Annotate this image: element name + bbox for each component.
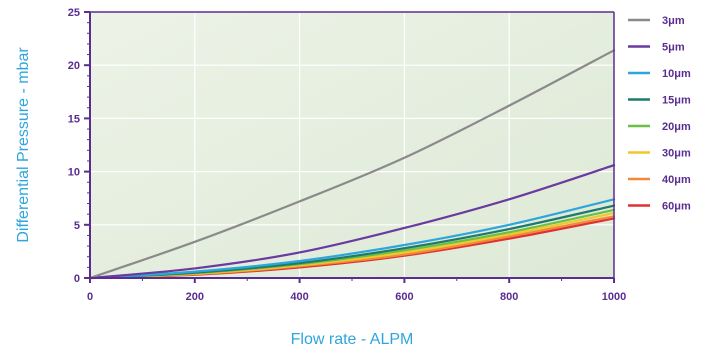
x-tick-label-5: 1000 — [602, 291, 626, 303]
y-tick-label-3: 15 — [68, 113, 80, 125]
legend-label-4: 20μm — [662, 121, 691, 133]
legend-label-3: 15μm — [662, 95, 691, 107]
legend: 3μm 5μm 10μm 15μm 20μm 30μm 40μm 60μm — [628, 15, 691, 213]
legend-label-7: 60μm — [662, 201, 691, 213]
x-tick-label-3: 600 — [395, 291, 413, 303]
grid — [90, 12, 614, 278]
x-tick-label-0: 0 — [87, 291, 93, 303]
legend-label-2: 10μm — [662, 68, 691, 80]
legend-label-0: 3μm — [662, 15, 685, 27]
legend-label-1: 5μm — [662, 42, 685, 54]
axes — [84, 11, 615, 283]
tick-labels: 0 5 10 15 20 25 0 200 400 600 800 1000 — [68, 7, 626, 303]
y-tick-label-1: 5 — [74, 220, 80, 232]
y-tick-label-4: 20 — [68, 60, 80, 72]
series-lines — [88, 49, 616, 280]
legend-label-6: 40μm — [662, 174, 691, 186]
series-line-1 — [88, 164, 616, 280]
x-tick-label-4: 800 — [500, 291, 518, 303]
series-line-0 — [88, 49, 616, 280]
x-tick-label-1: 200 — [186, 291, 204, 303]
y-tick-label-0: 0 — [74, 273, 80, 285]
y-tick-label-2: 10 — [68, 167, 80, 179]
y-tick-label-5: 25 — [68, 7, 80, 19]
x-axis-title: Flow rate - ALPM — [291, 331, 414, 348]
plot-area — [90, 12, 614, 278]
series-line-2 — [88, 198, 616, 280]
x-tick-label-2: 400 — [290, 291, 308, 303]
legend-label-5: 30μm — [662, 148, 691, 160]
y-axis-title: Differential Pressure - mbar — [15, 47, 32, 243]
